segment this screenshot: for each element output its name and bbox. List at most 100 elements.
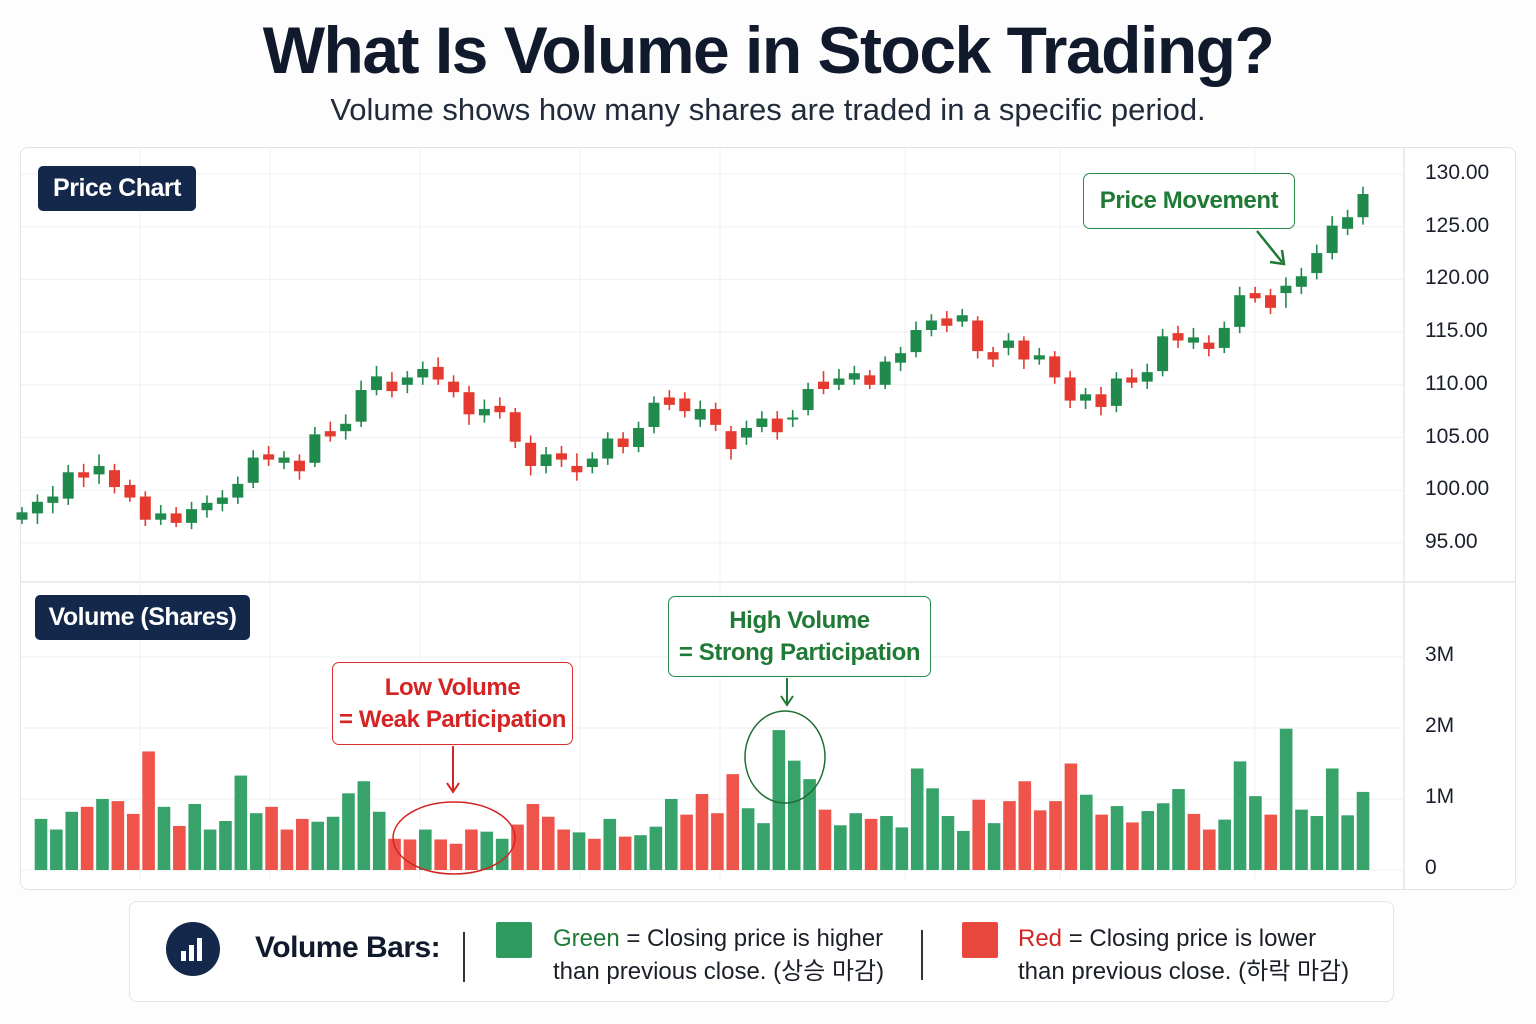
candle-body bbox=[432, 366, 444, 380]
candle bbox=[201, 495, 213, 518]
price-tick-label: 100.00 bbox=[1425, 477, 1490, 501]
candle bbox=[1280, 277, 1292, 308]
volume-bar bbox=[80, 806, 94, 870]
candle-body bbox=[463, 392, 475, 415]
volume-bar bbox=[403, 839, 417, 870]
candle bbox=[293, 454, 305, 480]
candle-body bbox=[802, 389, 814, 411]
volume-bar bbox=[480, 831, 494, 870]
candle bbox=[155, 504, 167, 525]
candle-body bbox=[340, 423, 352, 432]
candle bbox=[186, 501, 198, 530]
candle-body bbox=[216, 497, 228, 504]
volume-bar bbox=[1341, 815, 1354, 870]
price-movement-callout: Price Movement bbox=[1083, 173, 1295, 229]
price-tick-label: 105.00 bbox=[1425, 424, 1490, 448]
volume-bar bbox=[1356, 791, 1370, 870]
volume-bar bbox=[572, 832, 586, 870]
price-tick-label: 95.00 bbox=[1425, 529, 1478, 553]
candle-body bbox=[1249, 293, 1261, 299]
candlestick-series bbox=[16, 186, 1369, 530]
volume-series bbox=[34, 728, 1370, 870]
candle bbox=[972, 316, 984, 359]
candle-body bbox=[710, 409, 722, 425]
candle bbox=[1095, 386, 1107, 416]
candle bbox=[340, 414, 352, 440]
candle bbox=[602, 432, 614, 465]
price-tick-label: 125.00 bbox=[1425, 213, 1490, 237]
candle bbox=[278, 451, 290, 470]
volume-bar bbox=[142, 751, 155, 870]
candle bbox=[925, 314, 937, 337]
candle-body bbox=[232, 483, 244, 498]
price-chart-label: Price Chart bbox=[38, 166, 196, 211]
candle bbox=[463, 385, 475, 425]
volume-bar bbox=[1110, 806, 1124, 870]
volume-bar bbox=[557, 829, 570, 870]
volume-bar bbox=[1249, 796, 1262, 870]
volume-bar bbox=[296, 818, 309, 870]
low-volume-desc: = Weak Participation bbox=[339, 705, 566, 733]
volume-bar bbox=[972, 799, 985, 870]
red-line2: than previous close. (하락 마감) bbox=[1018, 958, 1350, 985]
candle bbox=[417, 361, 429, 385]
volume-bar bbox=[864, 818, 878, 870]
volume-bar bbox=[219, 821, 232, 870]
volume-bar bbox=[1141, 811, 1155, 870]
candle bbox=[324, 421, 336, 442]
candle bbox=[1342, 209, 1354, 236]
red-line1: = Closing price is lower bbox=[1062, 925, 1317, 952]
green-description: Green = Closing price is higher than pre… bbox=[553, 922, 884, 988]
legend-divider bbox=[463, 932, 465, 982]
candle bbox=[663, 390, 675, 411]
volume-bar bbox=[726, 774, 740, 870]
candle bbox=[401, 371, 413, 394]
candle-body bbox=[617, 438, 629, 447]
candle-body bbox=[201, 502, 213, 511]
volume-bar bbox=[1202, 829, 1216, 870]
candle bbox=[1033, 347, 1045, 365]
candle bbox=[432, 357, 444, 385]
volume-bar bbox=[96, 799, 109, 870]
high-volume-arrowhead bbox=[780, 695, 794, 707]
candle-body bbox=[62, 472, 74, 499]
low-volume-callout: Low Volume = Weak Participation bbox=[332, 662, 573, 745]
candle-body bbox=[324, 431, 336, 437]
volume-bar bbox=[342, 793, 355, 870]
green-swatch bbox=[496, 922, 532, 958]
candle-body bbox=[972, 320, 984, 352]
candle-body bbox=[1002, 340, 1014, 348]
legend-divider bbox=[921, 930, 923, 980]
volume-bar bbox=[188, 803, 202, 870]
candle-body bbox=[1326, 225, 1338, 254]
candle bbox=[679, 392, 691, 418]
candle bbox=[93, 454, 105, 484]
candle bbox=[170, 507, 182, 528]
candle bbox=[941, 311, 953, 333]
volume-bar bbox=[465, 829, 478, 870]
candle-body bbox=[694, 409, 706, 420]
candle bbox=[62, 464, 74, 505]
candle-body bbox=[1280, 285, 1292, 294]
volume-tick-label: 1M bbox=[1425, 785, 1455, 808]
volume-bar bbox=[280, 829, 294, 870]
candle bbox=[139, 491, 151, 527]
price-movement-arrow bbox=[1256, 230, 1283, 263]
candle bbox=[879, 356, 891, 390]
candle-body bbox=[925, 320, 937, 330]
candle bbox=[956, 308, 968, 327]
candle bbox=[571, 453, 583, 481]
volume-bar bbox=[849, 813, 863, 870]
low-volume-circle bbox=[392, 801, 516, 875]
volume-bar bbox=[1003, 801, 1016, 870]
volume-bar bbox=[388, 838, 401, 870]
candle bbox=[987, 346, 999, 367]
candle bbox=[448, 375, 460, 398]
candle bbox=[1002, 333, 1014, 356]
candle bbox=[232, 476, 244, 504]
candle bbox=[1110, 372, 1122, 413]
candle bbox=[802, 382, 814, 416]
candle-body bbox=[540, 454, 552, 466]
volume-bar bbox=[526, 803, 540, 870]
volume-bar bbox=[910, 768, 924, 870]
